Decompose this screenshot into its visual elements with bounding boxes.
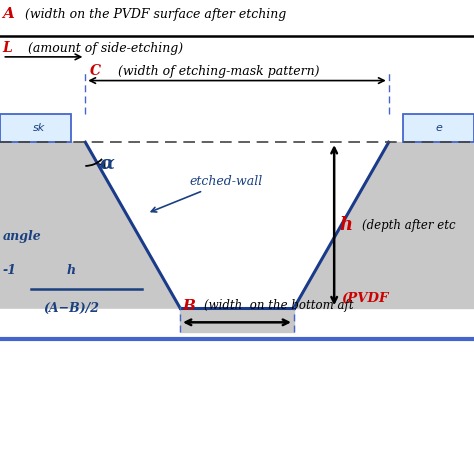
Polygon shape <box>180 308 294 332</box>
Text: (depth after etc: (depth after etc <box>362 219 456 232</box>
Text: etched-wall: etched-wall <box>151 175 263 212</box>
Text: sk: sk <box>33 123 45 133</box>
Text: B: B <box>182 299 195 313</box>
Text: α: α <box>100 155 115 173</box>
Text: -1: -1 <box>2 264 17 277</box>
Text: h: h <box>66 264 76 277</box>
Text: (width  on the bottom aft: (width on the bottom aft <box>204 299 354 312</box>
Text: (width of etching-mask pattern): (width of etching-mask pattern) <box>114 64 319 78</box>
Bar <box>0 114 71 142</box>
Polygon shape <box>294 142 474 308</box>
Text: h: h <box>340 216 353 234</box>
Text: (A−B)/2: (A−B)/2 <box>43 301 99 315</box>
Text: L: L <box>2 41 12 55</box>
Polygon shape <box>0 142 180 308</box>
Text: (width on the PVDF surface after etching: (width on the PVDF surface after etching <box>25 8 286 21</box>
Text: angle: angle <box>2 230 41 244</box>
Text: (amount of side-etching): (amount of side-etching) <box>24 42 183 55</box>
Bar <box>403 114 474 142</box>
Text: C: C <box>90 64 101 78</box>
Text: (PVDF: (PVDF <box>341 292 389 305</box>
Text: A: A <box>2 7 14 21</box>
Text: e: e <box>435 123 442 133</box>
